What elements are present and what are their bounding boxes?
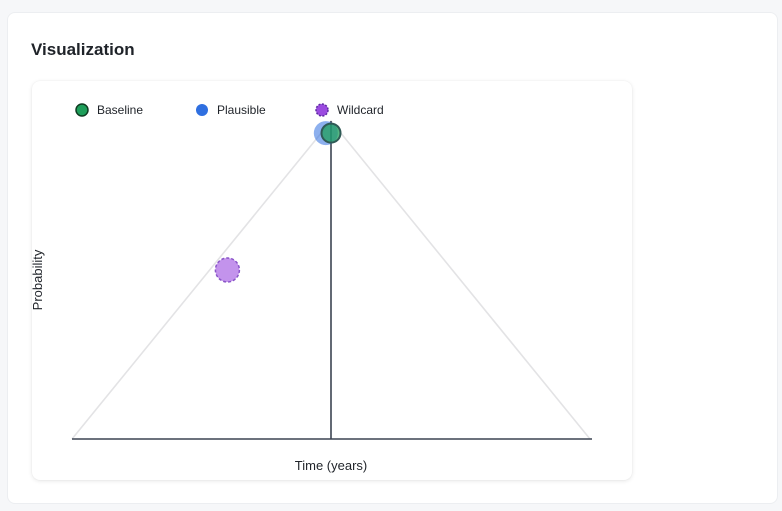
visualization-panel: Visualization Baseline Plausible [7, 12, 778, 504]
data-point-baseline[interactable] [320, 122, 342, 144]
panel-title: Visualization [31, 40, 135, 59]
y-axis-label: Probability [32, 249, 45, 310]
legend-marker-plausible [196, 104, 208, 116]
legend: Baseline Plausible Wildcard [75, 103, 384, 117]
legend-item-plausible: Plausible [196, 103, 266, 117]
x-axis-label: Time (years) [295, 458, 367, 473]
data-points [214, 121, 342, 283]
legend-item-wildcard: Wildcard [315, 103, 384, 117]
legend-marker-baseline [75, 103, 89, 117]
chart-svg: Baseline Plausible Wildcard Time (years)… [32, 103, 592, 473]
legend-label-plausible: Plausible [217, 103, 266, 117]
chart-card: Baseline Plausible Wildcard Time (years)… [32, 81, 632, 480]
legend-marker-wildcard [315, 103, 329, 117]
data-point-wildcard[interactable] [214, 257, 241, 283]
legend-label-wildcard: Wildcard [337, 103, 384, 117]
legend-label-baseline: Baseline [97, 103, 143, 117]
legend-item-baseline: Baseline [75, 103, 143, 117]
